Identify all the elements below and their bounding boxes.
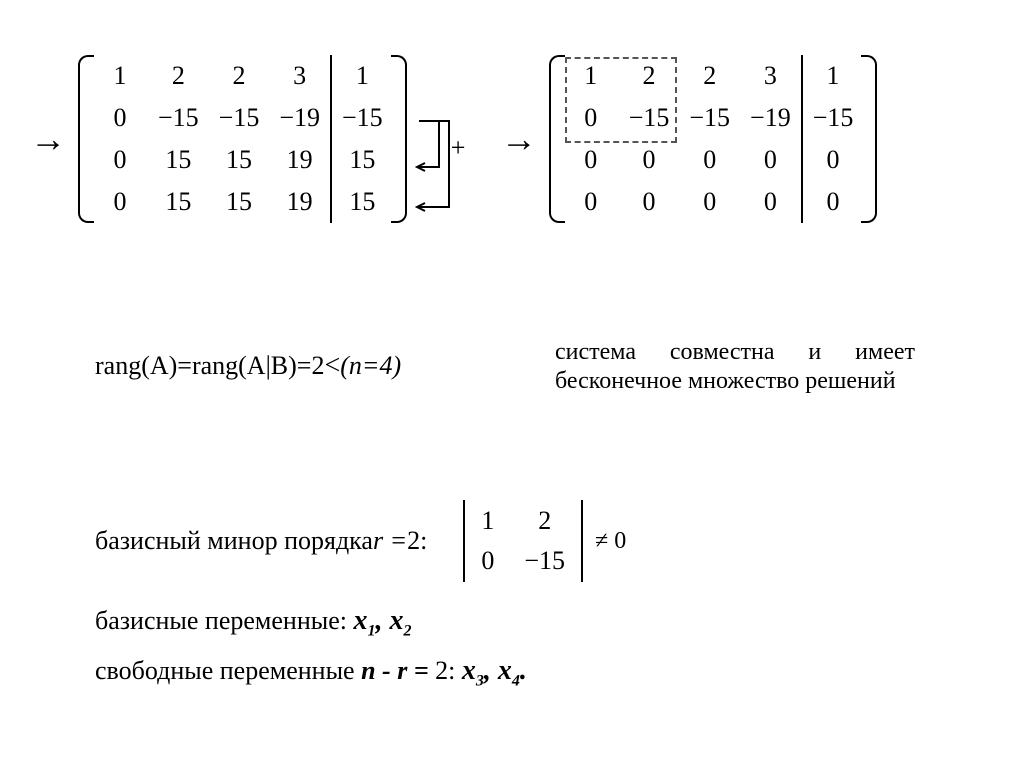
det-cell: −15 xyxy=(510,542,579,580)
less-than: < xyxy=(324,350,340,381)
det-cell: 0 xyxy=(467,542,508,580)
left-paren xyxy=(78,55,92,223)
basis-label: базисные переменные: xyxy=(95,606,353,635)
cell: 0 xyxy=(619,139,680,181)
determinant: 1 2 0 −15 xyxy=(463,500,583,582)
minor-r-val: 2: xyxy=(407,526,427,556)
cell: 0 xyxy=(679,181,740,223)
free-label: свободные переменные xyxy=(95,656,361,685)
row-operations: + xyxy=(411,55,471,223)
cell: 0 xyxy=(740,181,802,223)
var-x4: x4 xyxy=(498,655,520,686)
minor-label: базисный минор порядка xyxy=(95,526,373,556)
rank-statement: rang(A)=rang(A|B)=2<(n=4) xyxy=(95,350,401,382)
cell: 1 xyxy=(331,55,393,97)
rank-prefix: rang(A)=rang(A|B)=2 xyxy=(95,351,324,380)
cell: 15 xyxy=(331,139,393,181)
cell: 19 xyxy=(269,181,331,223)
right-paren xyxy=(863,55,877,223)
det-cell: 2 xyxy=(510,502,579,540)
cell: 0 xyxy=(802,139,864,181)
cell: 3 xyxy=(740,55,802,97)
matrix-1-table: 1 2 2 3 1 0 −15 −15 −19 −15 0 15 15 19 1… xyxy=(92,55,393,223)
cell: 15 xyxy=(209,139,270,181)
free-nr: n - r = xyxy=(361,656,435,685)
cell: 1 xyxy=(92,55,148,97)
cell: 0 xyxy=(563,181,619,223)
cell: 0 xyxy=(619,181,680,223)
matrix-transform-row: → 1 2 2 3 1 0 −15 −15 −19 −15 0 15 15 1 xyxy=(30,55,877,223)
cell: 0 xyxy=(679,139,740,181)
det-cell: 1 xyxy=(467,502,508,540)
basis-minor-box xyxy=(565,57,677,143)
plus-icon: + xyxy=(451,133,466,163)
cell: −19 xyxy=(740,97,802,139)
minor-r: r = xyxy=(373,526,407,556)
cell: 0 xyxy=(563,139,619,181)
free-val: 2: xyxy=(435,656,462,685)
arrow-icon: → xyxy=(30,118,66,160)
cell: −19 xyxy=(269,97,331,139)
cell: 0 xyxy=(740,139,802,181)
var-x2: x2 xyxy=(389,605,411,636)
basis-minor-line: базисный минор порядка r = 2: 1 2 0 −15 … xyxy=(95,500,626,582)
left-paren xyxy=(549,55,563,223)
neq-zero: ≠ 0 xyxy=(595,528,626,555)
cell: −15 xyxy=(331,97,393,139)
free-variables-line: свободные переменные n - r = 2: x3, x4. xyxy=(95,655,527,691)
comma: , xyxy=(484,655,498,686)
cell: −15 xyxy=(148,97,209,139)
cell: −15 xyxy=(209,97,270,139)
cell: 0 xyxy=(92,181,148,223)
cell: 1 xyxy=(802,55,864,97)
cell: −15 xyxy=(802,97,864,139)
det-bar-right xyxy=(581,500,583,582)
rank-n: (n=4) xyxy=(340,351,401,380)
cell: 15 xyxy=(148,181,209,223)
cell: −15 xyxy=(679,97,740,139)
cell: 19 xyxy=(269,139,331,181)
cell: 15 xyxy=(209,181,270,223)
conclusion-text: система совместна и имеет бесконечное мн… xyxy=(555,338,915,396)
cell: 2 xyxy=(209,55,270,97)
cell: 2 xyxy=(148,55,209,97)
cell: 2 xyxy=(679,55,740,97)
cell: 0 xyxy=(92,139,148,181)
period: . xyxy=(520,655,527,686)
comma: , xyxy=(375,605,389,636)
matrix-2: 1 2 2 3 1 0 −15 −15 −19 −15 0 0 0 0 0 xyxy=(549,55,878,223)
cell: 0 xyxy=(802,181,864,223)
right-paren xyxy=(393,55,407,223)
arrow-icon: → xyxy=(501,118,537,160)
var-x3: x3 xyxy=(462,655,484,686)
var-x1: x1 xyxy=(353,605,375,636)
basis-variables-line: базисные переменные: x1, x2 xyxy=(95,605,411,641)
cell: 0 xyxy=(92,97,148,139)
matrix-1: 1 2 2 3 1 0 −15 −15 −19 −15 0 15 15 19 1… xyxy=(78,55,471,223)
cell: 3 xyxy=(269,55,331,97)
cell: 15 xyxy=(148,139,209,181)
cell: 15 xyxy=(331,181,393,223)
